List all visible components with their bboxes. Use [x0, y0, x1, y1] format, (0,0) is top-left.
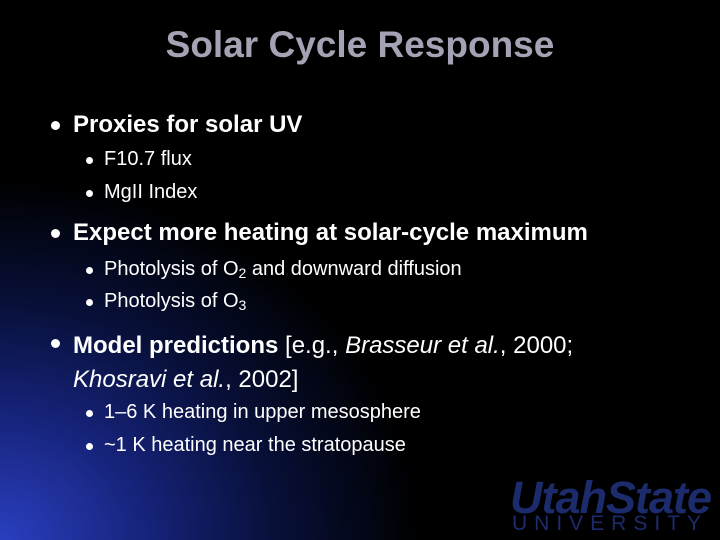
sub-bullet: MgII Index	[104, 181, 197, 204]
bullet-text: Model predictions	[73, 332, 279, 359]
sub-bullet: 1–6 K heating in upper mesosphere	[104, 401, 421, 424]
sub-bullet: F10.7 flux	[104, 148, 192, 171]
subscript: 2	[238, 265, 247, 281]
bullet: Model predictions [e.g., Brasseur et al.…	[73, 329, 673, 397]
bullet-text: , 2002]	[225, 366, 299, 393]
bullet-marker	[51, 229, 60, 238]
sub-bullet: ~1 K heating near the stratopause	[104, 434, 406, 457]
sub-bullet-text: MgII Index	[104, 181, 198, 203]
sub-bullet-marker	[86, 410, 93, 417]
sub-bullet-marker	[86, 157, 93, 164]
bullet-text: [e.g.,	[278, 332, 346, 359]
sub-bullet-text: ~1 K heating near the stratopause	[104, 434, 406, 456]
sub-bullet-text: and downward diffusion	[246, 258, 462, 280]
slide-title: Solar Cycle Response	[165, 24, 555, 65]
sub-bullet: Photolysis of O2 and downward diffusion	[104, 258, 462, 281]
logo-subtitle: UNIVERSITY	[512, 512, 709, 535]
logo-name: UtahState	[510, 472, 712, 523]
bullet-text: Proxies for solar UV	[73, 111, 303, 138]
subscript: 3	[238, 297, 247, 313]
bullet: Proxies for solar UV	[73, 111, 302, 139]
sub-bullet-text: Photolysis of O	[104, 258, 239, 280]
sub-bullet-text: 1–6 K heating in upper mesosphere	[104, 401, 421, 423]
sub-bullet: Photolysis of O3	[104, 290, 246, 313]
sub-bullet-text: Photolysis of O	[104, 290, 239, 312]
sub-bullet-marker	[86, 267, 93, 274]
bullet-text: , 2000;	[499, 332, 580, 359]
citation-author: Khosravi et al.	[73, 366, 226, 393]
sub-bullet-marker	[86, 299, 93, 306]
bullet-marker	[51, 121, 60, 130]
sub-bullet-text: F10.7 flux	[104, 148, 192, 170]
bullet-text: Expect more heating at solar-cycle maxim…	[73, 219, 588, 246]
citation-author: Brasseur et al.	[345, 332, 500, 359]
sub-bullet-marker	[86, 443, 93, 450]
bullet: Expect more heating at solar-cycle maxim…	[73, 219, 588, 247]
sub-bullet-marker	[86, 190, 93, 197]
bullet-marker	[51, 339, 60, 348]
